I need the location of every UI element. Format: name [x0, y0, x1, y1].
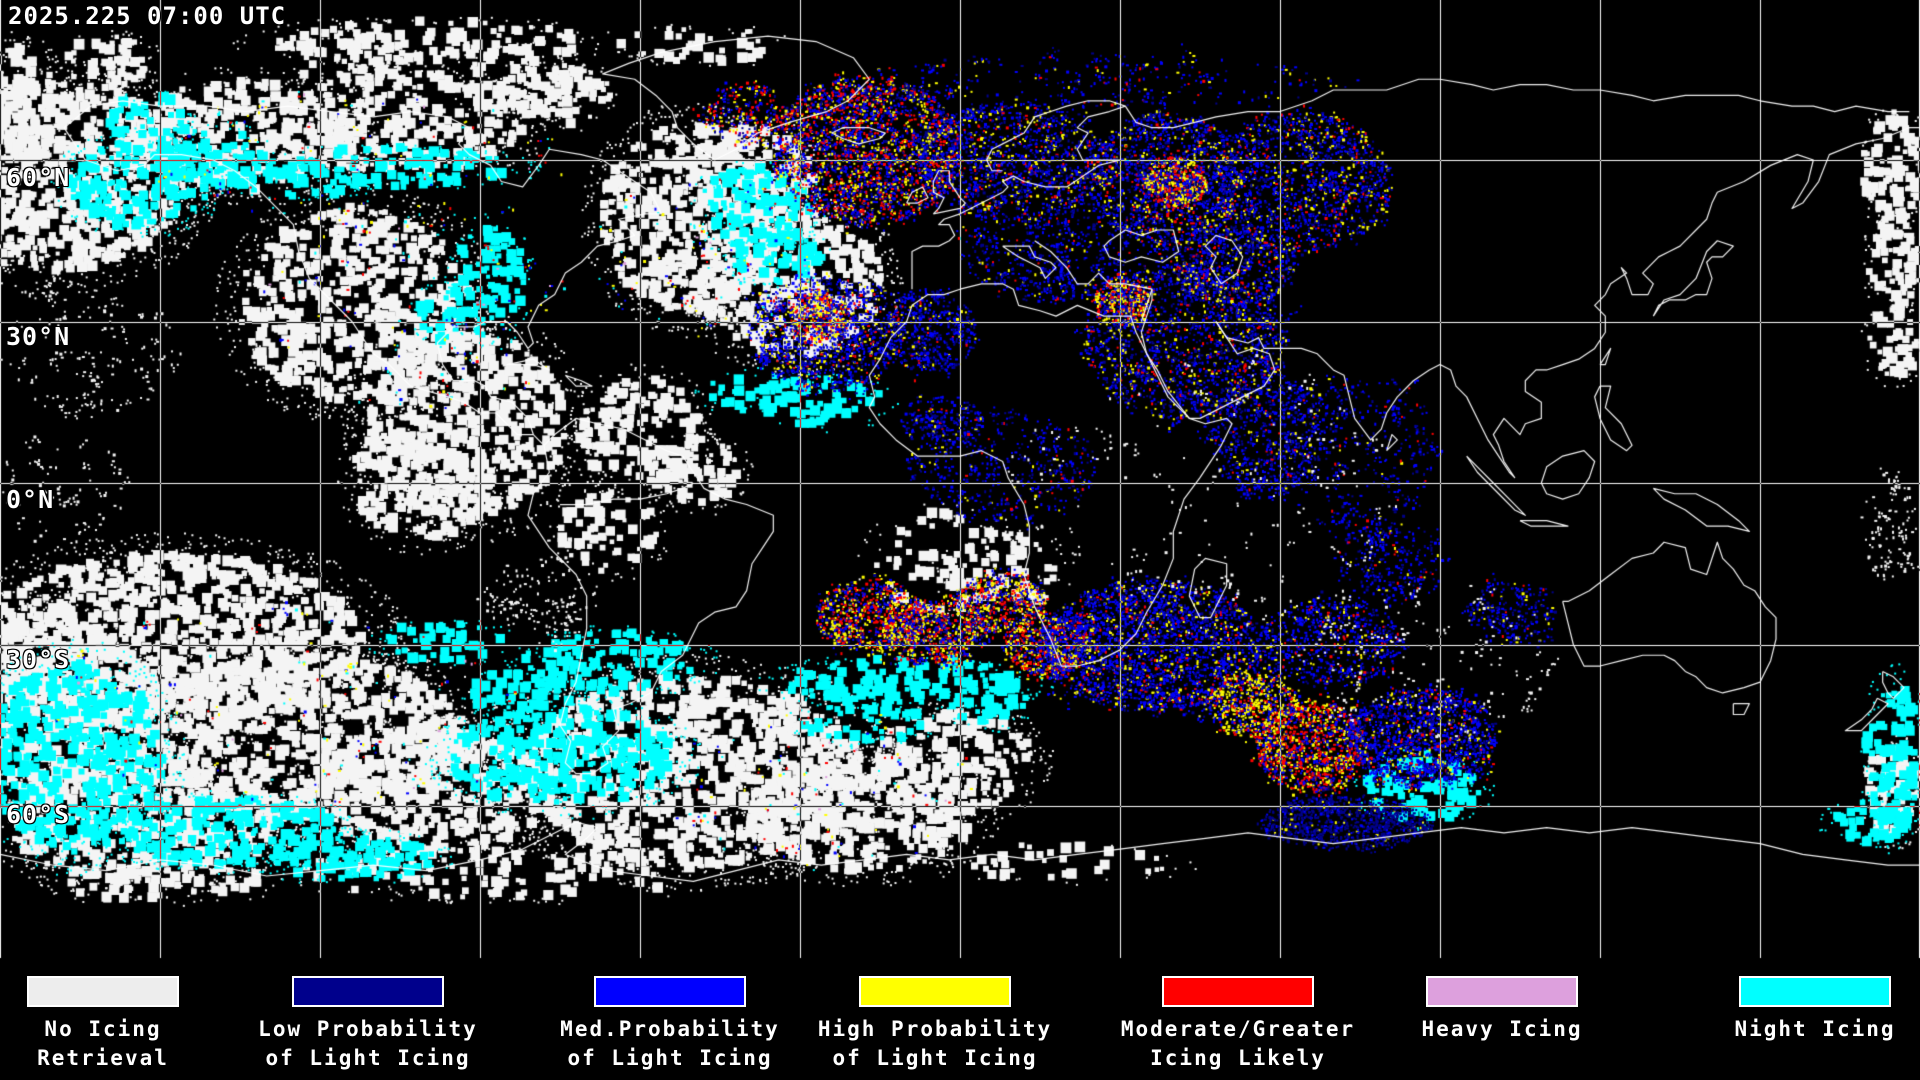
legend-item-high-probability: High Probability of Light Icing	[785, 976, 1085, 1073]
icing-map-canvas	[0, 0, 1920, 966]
legend-label-line: Icing Likely	[1150, 1046, 1326, 1070]
legend-item-heavy-icing: Heavy Icing	[1352, 976, 1652, 1044]
latitude-label-60s: 60°S	[6, 800, 71, 829]
legend-item-night-icing: Night Icing	[1665, 976, 1920, 1044]
legend-label-line: No Icing	[44, 1017, 162, 1041]
latitude-label-30n: 30°N	[6, 322, 71, 351]
legend-swatch-heavy-icing	[1426, 976, 1578, 1007]
legend-label-line: of Light Icing	[265, 1046, 471, 1070]
legend-swatch-high-probability	[859, 976, 1011, 1007]
legend-swatch-low-probability	[292, 976, 444, 1007]
latitude-label-60n: 60°N	[6, 163, 71, 192]
legend-label-line: of Light Icing	[567, 1046, 773, 1070]
legend: No Icing Retrieval Low Probability of Li…	[0, 966, 1920, 1080]
legend-item-moderate-greater: Moderate/Greater Icing Likely	[1088, 976, 1388, 1073]
legend-item-med-probability: Med.Probability of Light Icing	[520, 976, 820, 1073]
legend-label-line: Night Icing	[1734, 1017, 1896, 1041]
legend-item-no-icing-retrieval: No Icing Retrieval	[0, 976, 253, 1073]
legend-label-line: Retrieval	[37, 1046, 169, 1070]
legend-swatch-no-icing-retrieval	[27, 976, 179, 1007]
timestamp: 2025.225 07:00 UTC	[8, 2, 287, 30]
legend-swatch-moderate-greater	[1162, 976, 1314, 1007]
legend-label-line: High Probability	[817, 1017, 1053, 1041]
legend-swatch-night-icing	[1739, 976, 1891, 1007]
legend-swatch-med-probability	[594, 976, 746, 1007]
latitude-label-0n: 0°N	[6, 485, 55, 514]
legend-label-line: Med.Probability	[560, 1017, 780, 1041]
legend-label-line: Heavy Icing	[1421, 1017, 1583, 1041]
latitude-label-30s: 30°S	[6, 645, 71, 674]
legend-item-low-probability: Low Probability of Light Icing	[218, 976, 518, 1073]
legend-label-line: of Light Icing	[832, 1046, 1038, 1070]
legend-label-line: Low Probability	[258, 1017, 478, 1041]
legend-label-line: Moderate/Greater	[1120, 1017, 1356, 1041]
